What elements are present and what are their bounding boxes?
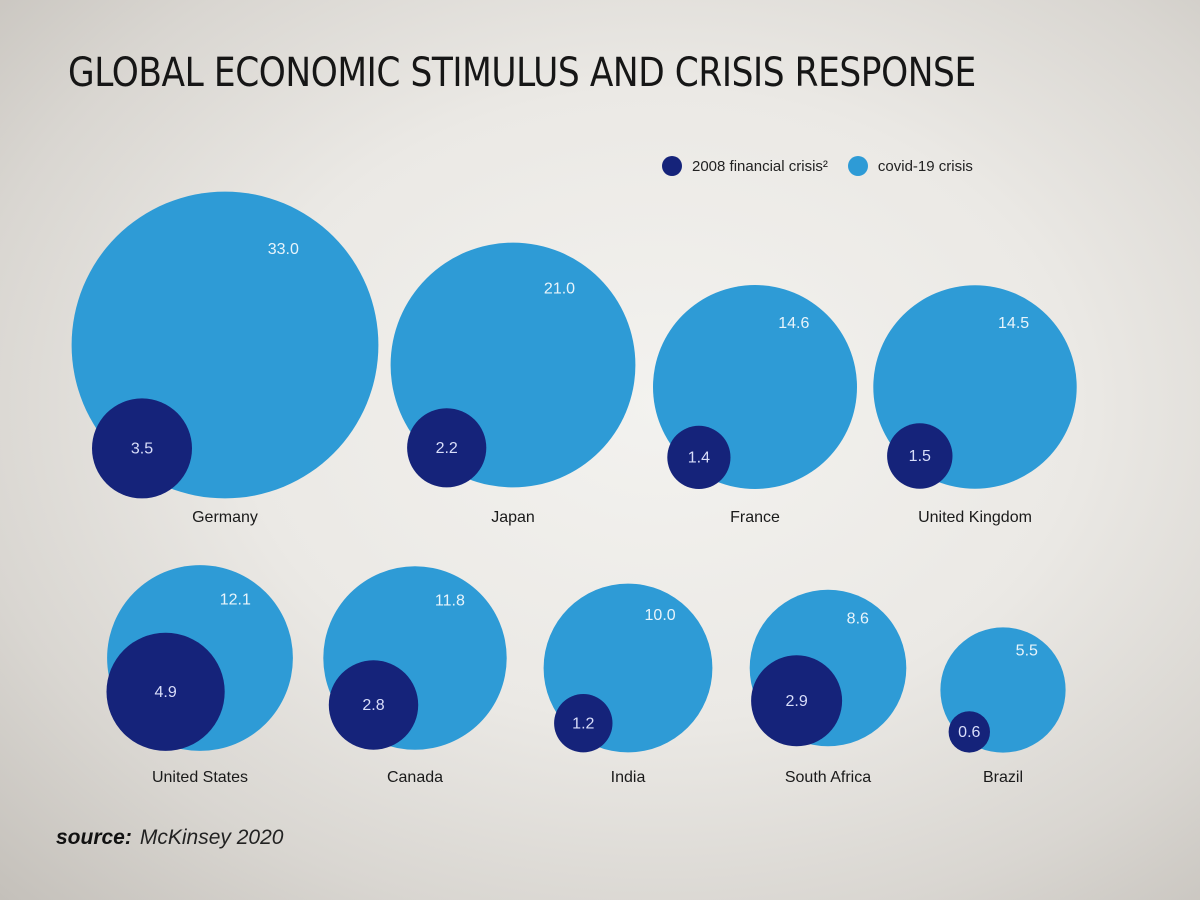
chart-title: GLOBAL ECONOMIC STIMULUS AND CRISIS RESP… (68, 50, 976, 96)
bubble-2008-france (667, 425, 731, 489)
value-2008-brazil: 0.6 (958, 724, 980, 741)
legend: 2008 financial crisis² covid-19 crisis (662, 156, 993, 176)
bubble-2008-japan (407, 408, 487, 488)
bubble-2008-united-states (106, 632, 225, 751)
country-label-brazil: Brazil (983, 769, 1023, 786)
country-label-united-kingdom: United Kingdom (918, 509, 1032, 526)
value-2008-south-africa: 2.9 (785, 693, 807, 710)
legend-label-covid: covid-19 crisis (877, 157, 973, 175)
value-covid-united-states: 12.1 (220, 592, 251, 609)
source-label: source: (56, 826, 132, 849)
legend-dot-covid (847, 156, 868, 176)
value-covid-united-kingdom: 14.5 (998, 315, 1029, 332)
legend-dot-2008 (662, 156, 682, 176)
value-2008-canada: 2.8 (362, 697, 384, 714)
value-covid-brazil: 5.5 (1016, 642, 1038, 659)
bubble-2008-canada (328, 660, 419, 750)
value-2008-germany: 3.5 (131, 441, 153, 458)
country-label-france: France (730, 509, 780, 526)
value-covid-france: 14.6 (778, 315, 809, 332)
country-label-japan: Japan (491, 509, 535, 526)
value-covid-india: 10.0 (645, 607, 676, 624)
bubble-2008-germany (92, 398, 192, 499)
value-covid-south-africa: 8.6 (847, 611, 869, 628)
value-2008-japan: 2.2 (436, 440, 458, 457)
bubble-2008-south-africa (751, 655, 843, 747)
value-covid-japan: 21.0 (544, 280, 575, 297)
country-label-south-africa: South Africa (785, 769, 871, 786)
value-2008-india: 1.2 (572, 715, 594, 732)
country-label-india: India (611, 769, 646, 786)
source-note: source: McKinsey 2020 (56, 826, 283, 850)
value-2008-united-kingdom: 1.5 (909, 448, 931, 465)
country-label-canada: Canada (387, 769, 443, 786)
legend-item-2008: 2008 financial crisis² (662, 156, 828, 176)
source-text: McKinsey 2020 (139, 826, 284, 849)
value-2008-france: 1.4 (688, 450, 710, 467)
country-label-germany: Germany (192, 509, 258, 526)
legend-label-2008: 2008 financial crisis² (692, 157, 828, 175)
bubble-2008-india (554, 694, 613, 753)
value-covid-canada: 11.8 (435, 592, 465, 609)
legend-item-covid: covid-19 crisis (847, 156, 973, 176)
value-2008-united-states: 4.9 (154, 684, 176, 701)
value-covid-germany: 33.0 (268, 241, 299, 258)
bubble-2008-brazil (948, 711, 990, 753)
bubble-2008-united-kingdom (887, 423, 953, 489)
country-label-united-states: United States (152, 769, 248, 786)
